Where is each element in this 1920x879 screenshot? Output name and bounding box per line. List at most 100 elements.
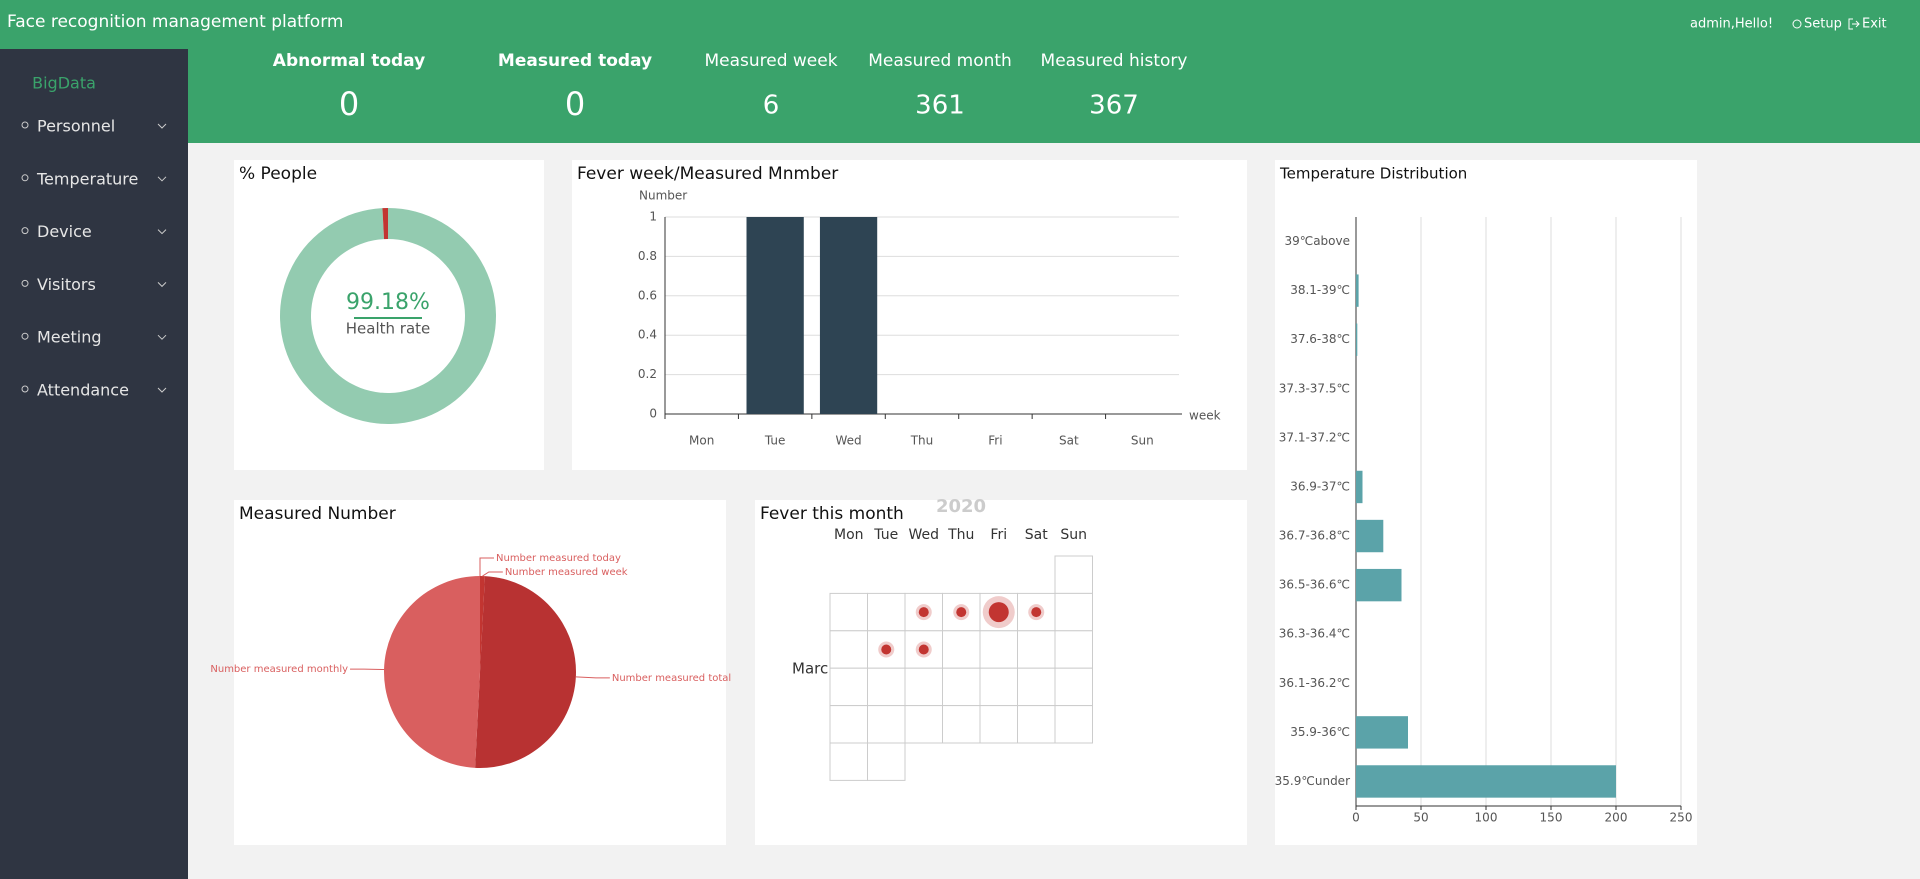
calendar-cell <box>942 667 981 707</box>
calendar-cell <box>867 667 906 707</box>
menu-icon <box>21 121 29 129</box>
brand[interactable]: BigData <box>32 74 96 93</box>
calendar-cell <box>979 667 1018 707</box>
x-tick-label: Fri <box>988 434 1002 448</box>
stat-label: Measured month <box>868 51 1012 71</box>
fever-point <box>988 602 1009 623</box>
menu-icon <box>21 385 29 393</box>
slice-label: Number measured monthly <box>210 664 348 675</box>
calendar-cell <box>867 742 906 781</box>
calendar-cell <box>1017 705 1056 744</box>
fever-point <box>1031 607 1042 618</box>
fever-point <box>918 644 929 655</box>
stat-value: 0 <box>565 85 585 123</box>
bar <box>1356 519 1384 553</box>
menu-item[interactable]: Meeting <box>37 328 102 347</box>
menu-item[interactable]: Attendance <box>37 381 129 400</box>
menu-item[interactable]: Visitors <box>37 275 96 294</box>
y-tick-label: 38.1-39℃ <box>1290 283 1350 297</box>
leader-line <box>575 676 610 679</box>
leader-line <box>479 557 494 576</box>
weekday-label: Thu <box>947 527 974 543</box>
weekday-label: Tue <box>873 527 898 543</box>
weekday-label: Fri <box>990 527 1007 543</box>
chevron <box>157 387 167 393</box>
y-tick-label: 36.7-36.8℃ <box>1279 529 1350 543</box>
chevron <box>157 282 167 288</box>
weekday-label: Sat <box>1025 527 1048 543</box>
y-tick-label: 1 <box>649 210 657 224</box>
y-tick-label: 36.3-36.4℃ <box>1279 627 1350 641</box>
x-tick-label: Tue <box>764 434 786 448</box>
calendar-cell <box>904 667 943 707</box>
y-tick-label: 0.8 <box>638 249 657 263</box>
panel-title: Fever week/Measured Mnmber <box>577 164 838 184</box>
calendar-cell <box>1054 555 1093 594</box>
calendar-cell <box>904 705 943 744</box>
setup[interactable]: Setup <box>1804 17 1842 32</box>
calendar-cell <box>1054 705 1093 744</box>
bar <box>1356 568 1402 602</box>
calendar-cell <box>942 630 981 669</box>
x-tick-label: Sun <box>1131 434 1154 448</box>
menu-icon <box>21 174 29 182</box>
menu-item[interactable]: Temperature <box>36 169 138 188</box>
y-tick-label: 35.9-36℃ <box>1290 725 1350 739</box>
exit[interactable]: Exit <box>1862 17 1887 32</box>
calendar-cell <box>867 705 906 744</box>
panel-title: Temperature Distribution <box>1279 165 1467 183</box>
bar <box>1356 470 1363 504</box>
calendar-cell <box>1054 667 1093 707</box>
calendar-cell <box>829 705 868 744</box>
bar <box>819 217 878 414</box>
menu-item[interactable]: Personnel <box>37 117 115 136</box>
menu-icon <box>21 227 29 235</box>
calendar-cell <box>1054 592 1093 632</box>
slice-label: Number measured total <box>612 673 731 684</box>
calendar-cell <box>979 630 1018 669</box>
weekday-label: Wed <box>908 527 939 543</box>
y-tick-label: 37.6-38℃ <box>1290 332 1350 346</box>
y-axis-title: Number <box>639 189 687 203</box>
fever-point <box>918 607 929 618</box>
menu-icon <box>21 332 29 340</box>
pie-slice <box>383 576 480 768</box>
x-tick-label: Thu <box>910 434 934 448</box>
calendar-cell <box>829 630 868 669</box>
calendar-cell <box>942 705 981 744</box>
calendar-cell <box>979 705 1018 744</box>
app-title: Face recognition management platform <box>7 12 343 32</box>
stat-label: Measured today <box>498 51 652 71</box>
fever-point <box>956 607 967 618</box>
pie-slice <box>475 576 576 768</box>
x-tick-label: 100 <box>1475 811 1498 825</box>
y-tick-label: 36.1-36.2℃ <box>1279 676 1350 690</box>
x-tick-label: Wed <box>835 434 861 448</box>
chevron <box>157 123 167 129</box>
y-tick-label: 0 <box>649 407 657 421</box>
x-tick-label: 150 <box>1540 811 1563 825</box>
panel-title: Fever this month <box>760 504 904 524</box>
bar <box>746 217 804 414</box>
year-label: 2020 <box>936 496 986 517</box>
y-tick-label: 35.9℃under <box>1275 774 1350 788</box>
x-tick-label: 50 <box>1413 811 1428 825</box>
chevron <box>157 176 167 182</box>
chevron <box>157 229 167 235</box>
center-value: 99.18% <box>346 290 430 315</box>
slice-label: Number measured today <box>496 553 621 564</box>
x-tick-label: Sat <box>1059 434 1079 448</box>
menu-item[interactable]: Device <box>37 222 92 241</box>
chevron <box>157 334 167 340</box>
calendar-cell <box>867 592 906 632</box>
center-label: Health rate <box>346 320 431 338</box>
stat-label: Measured history <box>1041 51 1188 71</box>
bar <box>1356 716 1408 749</box>
x-tick-label: 0 <box>1352 811 1360 825</box>
y-tick-label: 37.1-37.2℃ <box>1279 430 1350 444</box>
calendar-cell <box>829 742 868 781</box>
y-tick-label: 0.2 <box>638 367 657 381</box>
calendar-cell <box>1017 630 1056 669</box>
stat-value: 361 <box>915 91 965 121</box>
